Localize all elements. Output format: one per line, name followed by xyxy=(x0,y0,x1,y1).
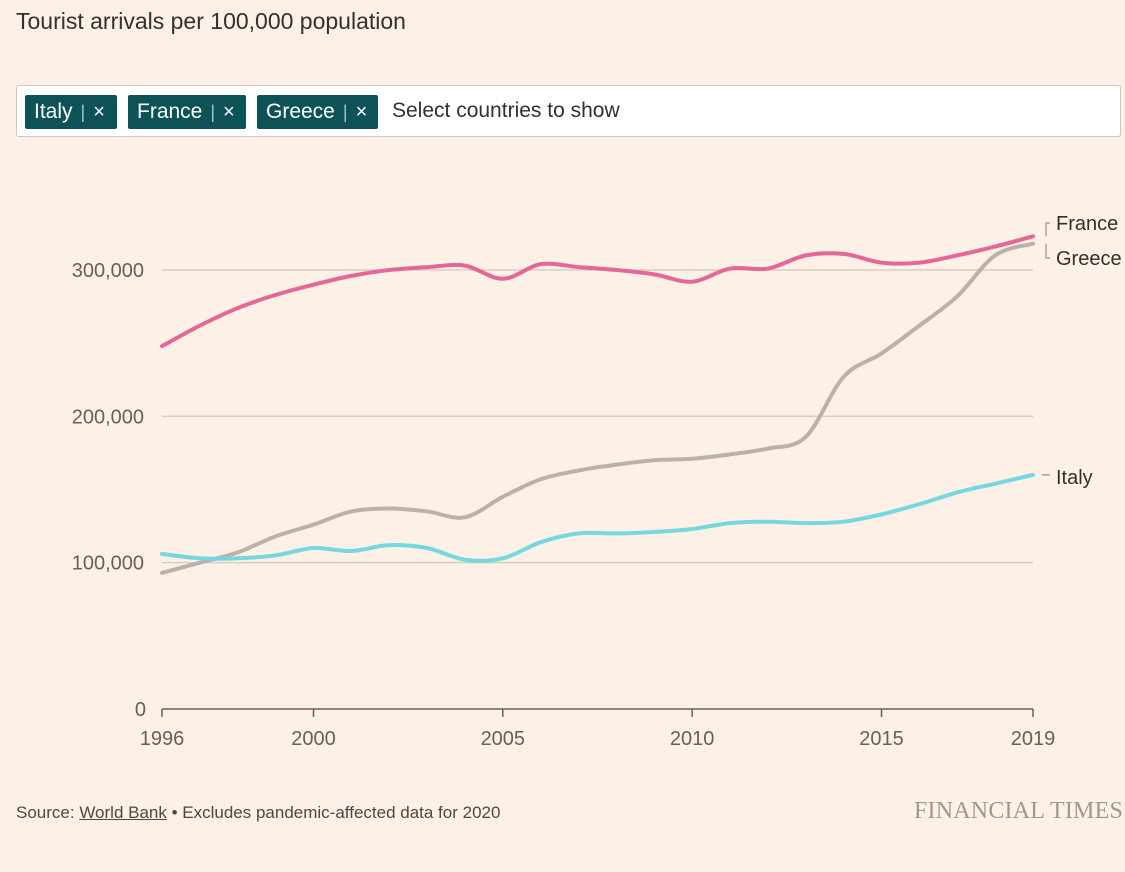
series-label-italy: Italy xyxy=(1056,467,1093,489)
x-tick-label: 1996 xyxy=(140,728,185,750)
chip-label: Italy xyxy=(34,100,73,123)
series-lines xyxy=(160,234,1035,575)
y-tick-label: 200,000 xyxy=(72,406,144,428)
x-tick-label: 2000 xyxy=(291,728,336,750)
series-line-italy xyxy=(160,472,1035,563)
label-leader xyxy=(1045,222,1050,237)
y-tick-label: 300,000 xyxy=(72,260,144,282)
source-prefix: Source: xyxy=(16,803,80,822)
series-line-greece xyxy=(160,241,1035,575)
x-tick-label: 2015 xyxy=(859,728,904,750)
chart-title: Tourist arrivals per 100,000 population xyxy=(16,8,406,34)
chip-italy: Italy | × xyxy=(25,95,117,129)
line-chart: 0 100,000 200,000 300,000 1996 2000 2005 2010 2… xyxy=(72,213,1122,750)
source-link[interactable]: World Bank xyxy=(79,803,167,822)
y-tick-label: 0 xyxy=(135,699,146,721)
chip-separator: | xyxy=(210,102,216,122)
source-note: Source: World Bank • Excludes pandemic-a… xyxy=(16,803,500,823)
x-tick-label: 2005 xyxy=(481,728,526,750)
label-leader xyxy=(1045,243,1050,259)
series-line-france xyxy=(160,234,1035,349)
remove-france-icon[interactable]: × xyxy=(223,101,235,123)
gridlines: 0 100,000 200,000 300,000 xyxy=(72,260,1033,721)
y-tick-label: 100,000 xyxy=(72,553,144,575)
x-tick-label: 2019 xyxy=(1011,728,1056,750)
chip-separator: | xyxy=(342,102,348,122)
country-selector[interactable]: Italy | × France | × Greece | × Select countri… xyxy=(16,85,1121,137)
remove-greece-icon[interactable]: × xyxy=(355,101,368,123)
chip-separator: | xyxy=(80,102,86,122)
x-tick-label: 2010 xyxy=(670,728,715,750)
chip-greece: Greece | × xyxy=(257,95,378,129)
selector-placeholder[interactable]: Select countries to show xyxy=(392,99,620,122)
series-label-france: France xyxy=(1056,213,1118,235)
source-note-text: • Excludes pandemic-affected data for 20… xyxy=(166,803,501,822)
series-labels: France Greece Italy xyxy=(1042,213,1122,489)
chip-france: France | × xyxy=(128,95,246,129)
remove-italy-icon[interactable]: × xyxy=(93,101,105,123)
brand-logo: FINANCIAL TIMES xyxy=(913,798,1123,824)
x-axis: 1996 2000 2005 2010 2015 2019 xyxy=(140,708,1056,750)
chip-label: France xyxy=(137,100,203,123)
chip-label: Greece xyxy=(266,100,335,123)
series-label-greece: Greece xyxy=(1056,248,1122,270)
